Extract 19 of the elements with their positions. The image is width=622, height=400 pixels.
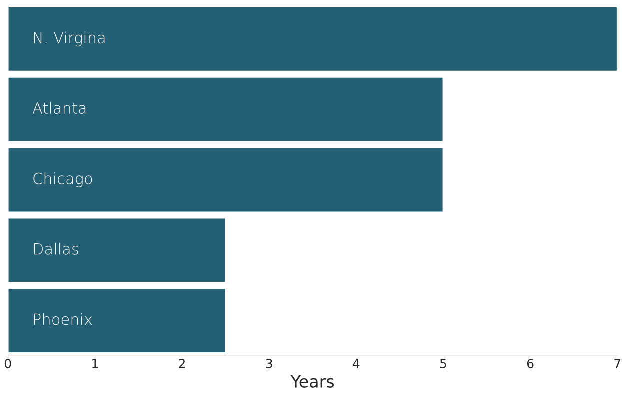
bar	[8, 146, 444, 214]
x-tick-label: 0	[4, 359, 12, 368]
y-tick-label: Chicago	[34, 172, 92, 188]
x-tick-label: 4	[353, 359, 360, 368]
x-tick-label: 6	[527, 359, 534, 368]
y-tick-label: Phoenix	[34, 313, 92, 326]
x-tick-label: 7	[614, 359, 621, 368]
bar	[8, 76, 444, 143]
bar	[8, 6, 618, 72]
x-tick-label: 2	[179, 359, 185, 368]
y-tick-label: Atlanta	[32, 102, 86, 114]
x-tick-label: 5	[440, 359, 446, 368]
bar	[8, 288, 226, 354]
x-axis-title: Years	[290, 376, 334, 388]
y-tick-label: Dallas	[34, 243, 78, 255]
x-tick-label: 1	[92, 359, 98, 368]
bar	[8, 217, 226, 284]
x-tick-label: 3	[266, 359, 272, 368]
y-tick-label: N. Virgina	[34, 32, 105, 47]
